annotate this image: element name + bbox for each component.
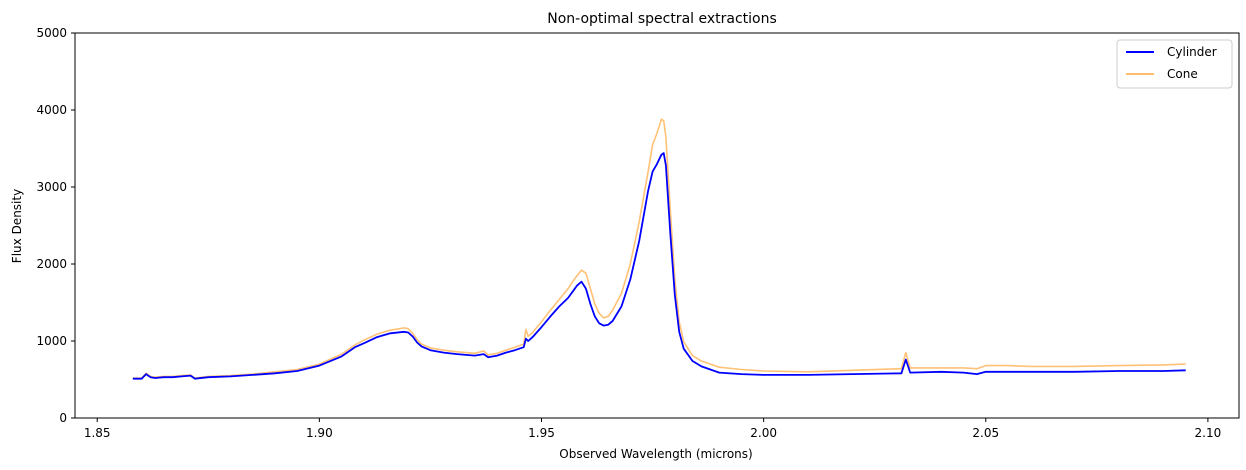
x-tick-label: 2.05 [972, 426, 999, 440]
chart-title: Non-optimal spectral extractions [547, 11, 777, 27]
y-tick-label: 0 [59, 411, 67, 425]
legend-label-cylinder: Cylinder [1167, 45, 1217, 59]
y-tick-label: 5000 [36, 26, 67, 40]
y-axis-ticks: 0 1000 2000 3000 4000 5000 [36, 26, 75, 425]
legend: Cylinder Cone [1116, 39, 1233, 89]
legend-label-cone: Cone [1167, 67, 1198, 81]
y-tick-label: 2000 [36, 257, 67, 271]
x-tick-label: 2.10 [1195, 426, 1222, 440]
y-tick-label: 4000 [36, 103, 67, 117]
x-tick-label: 1.85 [84, 426, 111, 440]
x-tick-label: 2.00 [750, 426, 777, 440]
series-line-cylinder [132, 152, 1186, 380]
y-tick-label: 3000 [36, 180, 67, 194]
y-tick-label: 1000 [36, 334, 67, 348]
y-axis-label: Flux Density [10, 189, 24, 263]
x-axis-label: Observed Wavelength (microns) [559, 447, 752, 461]
axes-frame [74, 32, 1240, 419]
x-tick-label: 1.95 [528, 426, 555, 440]
plot-area [132, 118, 1186, 380]
x-axis-ticks: 1.85 1.90 1.95 2.00 2.05 2.10 [84, 418, 1221, 440]
x-tick-label: 1.90 [306, 426, 333, 440]
series-line-cone [132, 118, 1186, 379]
